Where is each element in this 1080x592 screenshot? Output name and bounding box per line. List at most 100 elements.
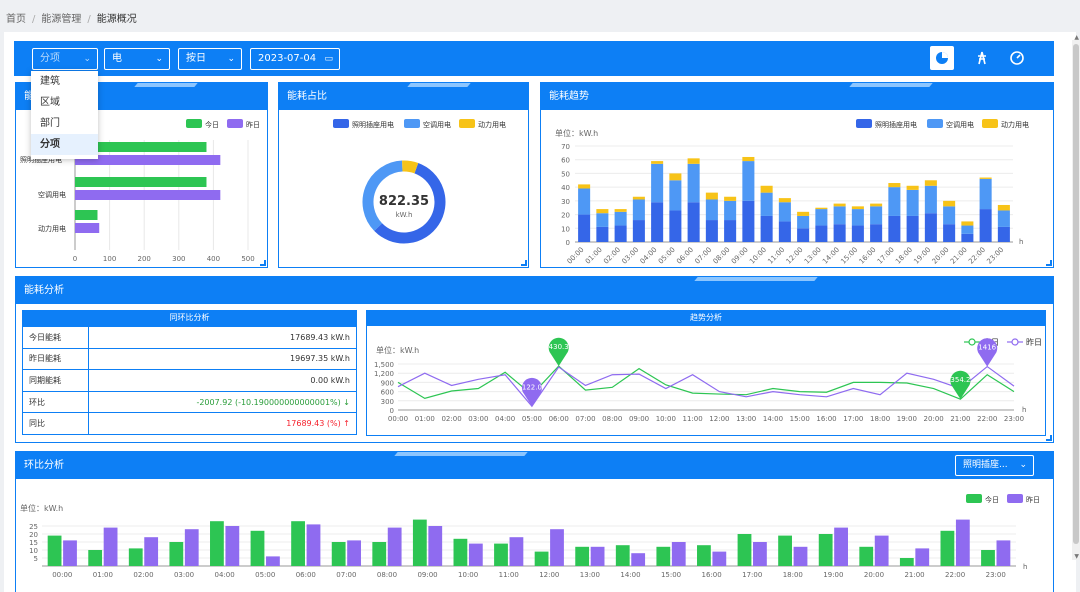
bar [656,546,671,566]
x-tick-label: 19:00 [912,246,932,266]
bar [778,535,792,566]
pie-slice [374,163,446,244]
bar [615,545,630,566]
mom-value: -2007.92 (-10.190000000000001%) [196,397,341,407]
x-tick-label: 200 [138,255,151,263]
trend-analysis-title: 趋势分析 [366,310,1046,326]
breadcrumb-home[interactable]: 首页 [6,14,26,25]
bar [651,161,664,164]
x-tick-label: 500 [241,255,254,263]
x-tick-label: 10:00 [458,571,478,579]
category-select[interactable]: 分项 ⌄ [32,48,98,70]
calendar-icon: ▭ [324,54,333,64]
bar [961,233,974,242]
x-tick-label: 11:00 [683,415,703,423]
y-tick-label: 60 [561,157,570,165]
gauge-icon[interactable] [1005,46,1029,70]
bar [834,527,848,566]
x-tick-label: 20:00 [931,246,951,266]
bar [996,540,1011,566]
legend-label: 空调用电 [423,120,451,129]
yoy-value: 17689.43 (%) [286,419,341,429]
legend-swatch [333,119,349,128]
bar [753,542,767,566]
panel-title: 能耗趋势 [549,91,589,102]
option-area[interactable]: 区域 [40,97,60,108]
bar [103,527,118,566]
bar [651,202,664,242]
y-tick-label: 0 [390,407,394,415]
legend-label: 动力用电 [1001,120,1029,129]
bar [210,521,224,566]
bar [815,207,828,210]
table-row: 今日能耗 17689.43 kW.h [22,326,357,349]
energy-share-panel: 能耗占比 照明插座用电 空调用电 动力用电 822.35 kW.h [278,82,529,268]
bar [331,542,346,566]
pie-chart-icon[interactable] [930,46,954,70]
bar [651,163,664,203]
x-tick-label: 17:00 [876,246,896,266]
x-tick-label: 14:00 [821,246,841,266]
bar [940,530,955,566]
legend-label: 照明插座用电 [875,120,917,129]
energy-type-select[interactable]: 电 ⌄ [104,48,170,70]
bar [997,210,1010,227]
period-select[interactable]: 按日 ⌄ [178,48,242,70]
x-tick-label: 11:00 [766,246,786,266]
bar [250,530,265,566]
legend-label: 空调用电 [946,120,974,129]
x-tick-label: 03:00 [174,571,194,579]
series-line [397,365,1015,408]
breadcrumb-energy[interactable]: 能源管理 [41,14,82,25]
mark-pin [977,338,998,367]
x-tick-label: 20:00 [864,571,884,579]
bar [724,196,737,201]
mark-label: 1416 [978,344,996,352]
bar [961,225,974,234]
x-tick-label: 15:00 [839,246,859,266]
option-building[interactable]: 建筑 [40,76,60,87]
bar [742,200,755,242]
bar [453,538,468,566]
date-picker[interactable]: 2023-07-04 ▭ [250,48,340,70]
tower-icon[interactable] [970,46,994,70]
x-tick-label: 23:00 [986,571,1006,579]
x-tick-label: 05:00 [255,571,275,579]
bar [955,519,970,566]
share-total: 822.35 [379,194,429,209]
bar [494,543,508,566]
compare-chart: 今日 昨日 0 100 200 300 400 500 照明插座用电 空调用电 动力用电 [20,119,260,263]
bar [851,209,864,226]
scrollbar[interactable]: ▲ ▼ [1072,34,1080,560]
x-tick-label: 10:00 [656,415,676,423]
panel-title: 能 [24,91,34,102]
trend-x-unit: h [1019,238,1023,246]
x-tick-label: 08:00 [712,246,732,266]
arrow-down-icon: ↓ [343,397,350,407]
y-tick-label: 10 [29,547,38,555]
bar [924,180,937,186]
ring-unit: 单位：kW.h [20,503,63,513]
bar [870,224,883,242]
x-tick-label: 02:00 [441,415,461,423]
subitem-select[interactable]: 照明插座... ⌄ [955,455,1034,476]
share-unit: kW.h [396,211,413,219]
bar [509,537,524,566]
option-subitem[interactable]: 分项 [31,134,98,155]
cat-label: 照明插座用电 [20,155,62,164]
option-department[interactable]: 部门 [40,118,60,129]
y-tick-label: 1,200 [374,370,394,378]
bar [818,534,833,566]
x-tick-label: 09:00 [417,571,437,579]
bar [75,177,207,187]
bar [943,224,956,242]
breadcrumb-current: 能源概况 [96,14,137,25]
yoy-table: 今日能耗 17689.43 kW.h 昨日能耗 19697.35 kW.h 同期能耗… [22,326,357,435]
y-tick-label: 70 [561,143,570,151]
bar [859,546,874,566]
x-tick-label: 05:00 [522,415,542,423]
x-tick-label: 09:00 [629,415,649,423]
x-tick-label: 21:00 [950,415,970,423]
bar [632,196,645,200]
x-tick-label: 06:00 [296,571,316,579]
